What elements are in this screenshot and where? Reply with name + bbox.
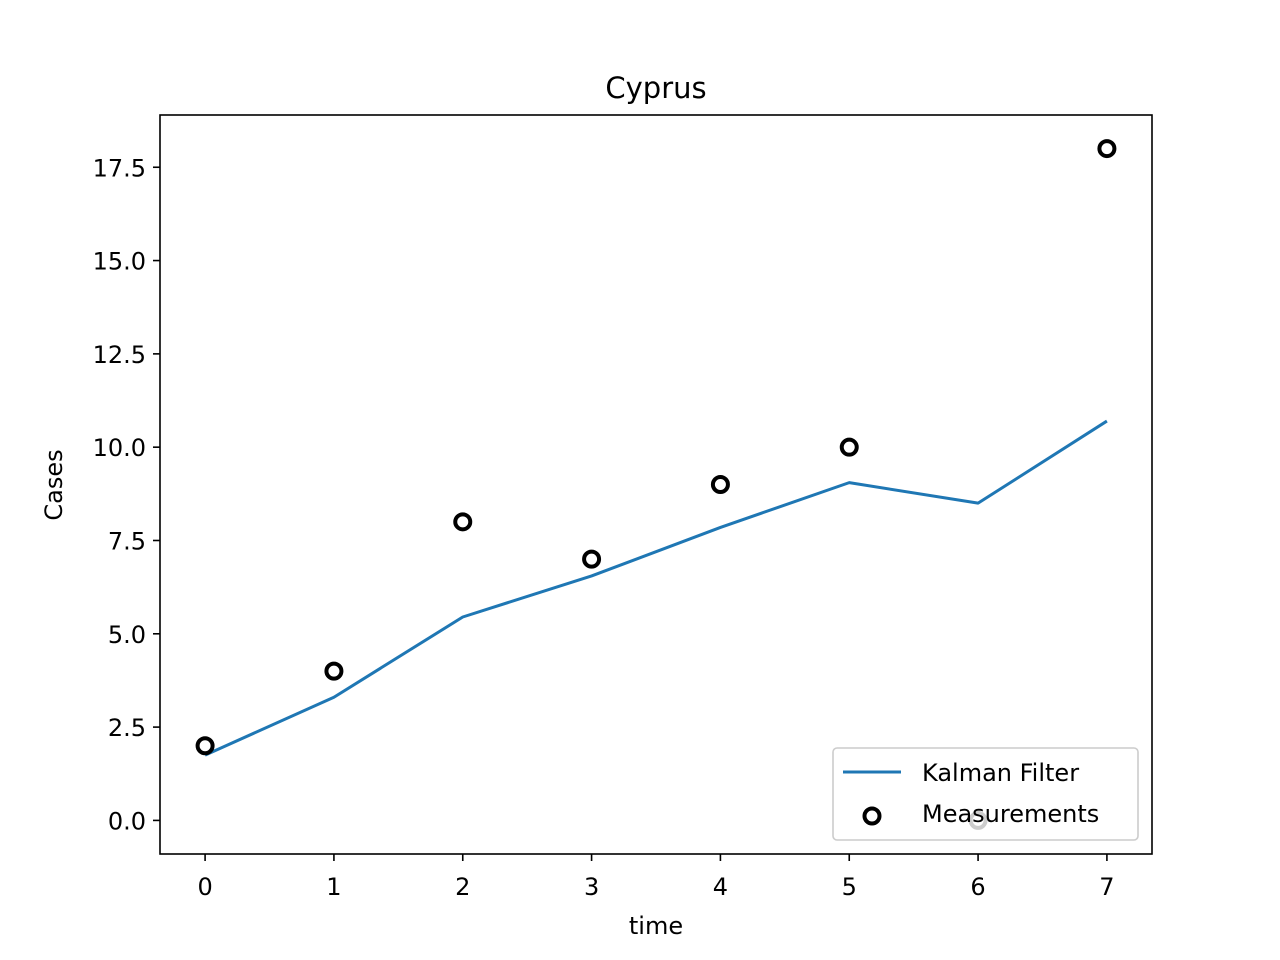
legend-measurements-swatch	[862, 806, 882, 826]
x-axis-label: time	[629, 912, 683, 940]
y-tick-label: 0.0	[108, 807, 146, 835]
measurement-point	[195, 736, 215, 756]
measurement-point	[453, 512, 473, 532]
y-axis-ticks: 0.0 2.5 5.0 7.5 10.0 12.5 15.0 17.5	[93, 154, 160, 835]
measurement-point	[839, 437, 859, 457]
x-tick-label: 5	[842, 873, 857, 901]
plot-frame	[159, 114, 1153, 855]
kalman-filter-line	[204, 419, 1108, 757]
measurement-point	[1097, 139, 1117, 159]
y-tick-label: 12.5	[93, 341, 146, 369]
x-tick-label: 1	[326, 873, 341, 901]
legend-box	[832, 747, 1139, 841]
y-axis-label: Cases	[40, 449, 68, 520]
y-tick-label: 10.0	[93, 434, 146, 462]
y-tick-label: 7.5	[108, 527, 146, 555]
x-tick-label: 0	[197, 873, 212, 901]
legend-label-measurements: Measurements	[922, 800, 1099, 828]
x-tick-label: 2	[455, 873, 470, 901]
measurement-point	[710, 475, 730, 494]
x-tick-label: 4	[713, 873, 728, 901]
measurement-point	[582, 549, 602, 569]
legend: Kalman Filter Measurements	[832, 747, 1139, 841]
plot-area	[160, 115, 1152, 854]
chart-title: Cyprus	[605, 71, 706, 105]
x-tick-label: 6	[970, 873, 985, 901]
y-tick-label: 15.0	[93, 248, 146, 276]
y-tick-label: 2.5	[108, 714, 146, 742]
x-axis-ticks: 0 1 2 3 4 5 6 7	[197, 854, 1115, 901]
y-tick-label: 17.5	[93, 154, 146, 182]
x-tick-label: 7	[1099, 873, 1114, 901]
legend-label-kalman: Kalman Filter	[922, 759, 1079, 787]
x-tick-label: 3	[584, 873, 599, 901]
measurement-point	[324, 661, 344, 681]
y-tick-label: 5.0	[108, 621, 146, 649]
